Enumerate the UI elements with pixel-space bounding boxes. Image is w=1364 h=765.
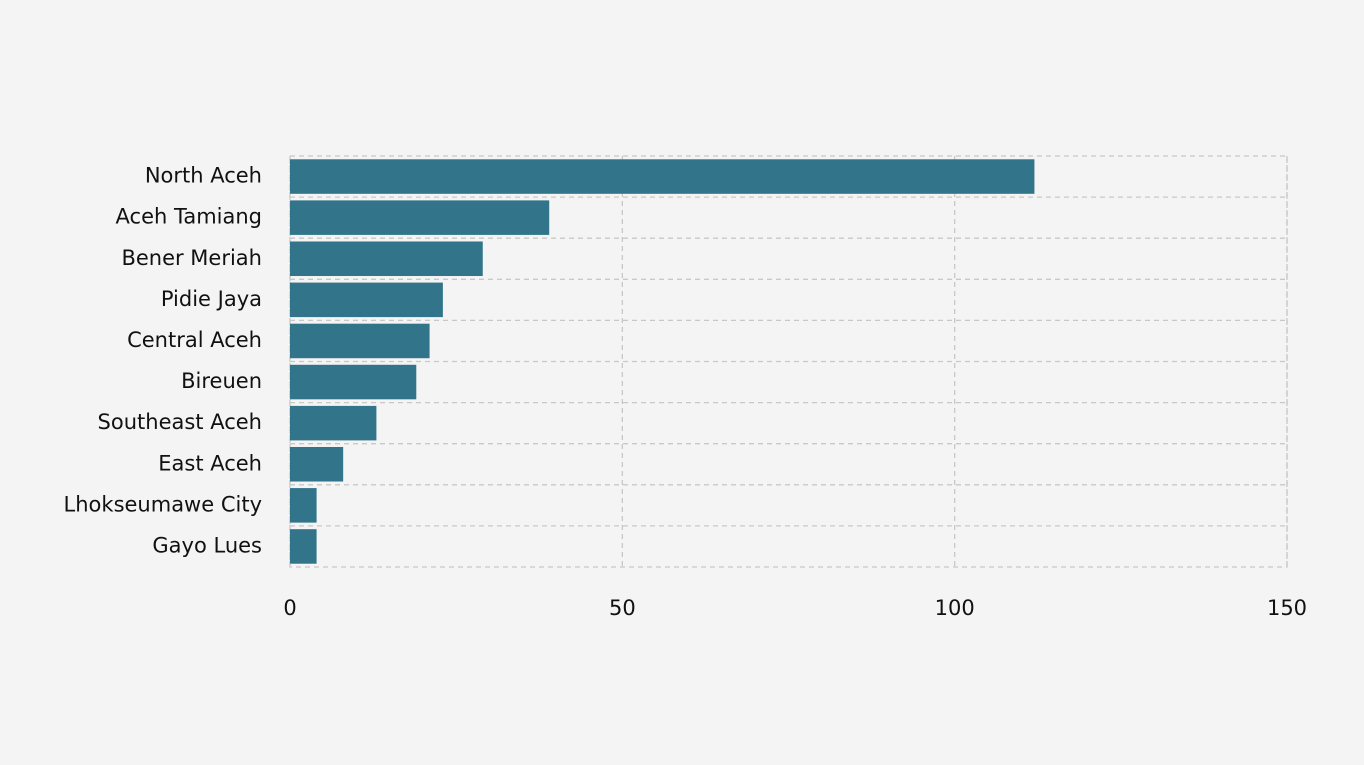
x-tick-label: 100 bbox=[935, 596, 975, 620]
y-tick-label: Central Aceh bbox=[127, 328, 262, 352]
y-tick-label: Bener Meriah bbox=[121, 246, 262, 270]
bar bbox=[290, 241, 483, 277]
y-tick-label: Southeast Aceh bbox=[98, 410, 262, 434]
bar bbox=[290, 282, 443, 318]
y-tick-label: North Aceh bbox=[145, 164, 262, 188]
bar bbox=[290, 323, 430, 359]
x-tick-label: 50 bbox=[609, 596, 636, 620]
y-tick-label: Gayo Lues bbox=[152, 533, 262, 557]
y-tick-label: Pidie Jaya bbox=[161, 287, 262, 311]
y-tick-label: East Aceh bbox=[158, 451, 262, 475]
bar bbox=[290, 488, 317, 523]
y-tick-label: Bireuen bbox=[181, 369, 262, 393]
y-tick-label: Lhokseumawe City bbox=[64, 492, 262, 516]
bar bbox=[290, 159, 1035, 194]
bar bbox=[290, 200, 550, 235]
bar bbox=[290, 405, 377, 441]
bar bbox=[290, 529, 317, 564]
bar bbox=[290, 446, 344, 482]
x-tick-label: 150 bbox=[1267, 596, 1307, 620]
bar bbox=[290, 364, 417, 400]
x-tick-label: 0 bbox=[283, 596, 296, 620]
y-tick-label: Aceh Tamiang bbox=[116, 205, 262, 229]
